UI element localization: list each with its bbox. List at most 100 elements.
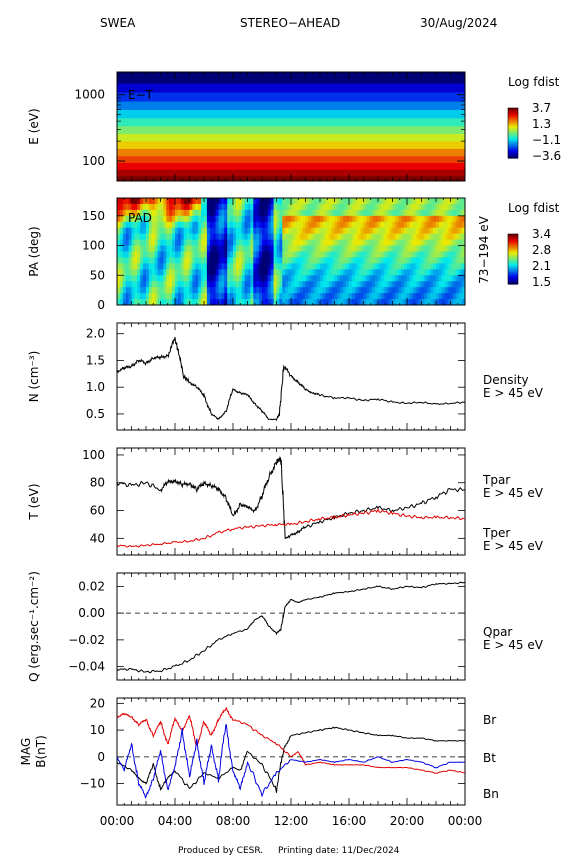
pad-cell bbox=[331, 257, 335, 264]
pad-cell bbox=[270, 251, 275, 258]
pad-cell bbox=[404, 293, 408, 300]
pad-cell bbox=[128, 215, 132, 223]
pad-cell bbox=[378, 221, 382, 229]
pad-cell bbox=[259, 215, 263, 223]
pad-cell bbox=[233, 251, 237, 258]
pad-cell bbox=[253, 239, 257, 247]
pad-cell bbox=[273, 275, 277, 282]
pad-cell bbox=[117, 209, 121, 217]
pad-cell bbox=[267, 299, 272, 306]
pad-cell bbox=[270, 233, 275, 241]
pad-cell bbox=[233, 198, 237, 205]
pad-cell bbox=[163, 287, 167, 294]
pad-cell bbox=[233, 215, 237, 223]
pad-cell bbox=[247, 257, 251, 264]
pad-cell bbox=[392, 275, 396, 282]
pad-cell bbox=[198, 269, 202, 276]
pad-cell bbox=[282, 299, 286, 306]
pad-cell bbox=[334, 245, 338, 252]
pad-cell bbox=[262, 221, 266, 229]
pad-cell bbox=[247, 263, 251, 270]
pitch-angle-colorbar-cell bbox=[508, 280, 518, 283]
pad-cell bbox=[314, 299, 318, 306]
pad-cell bbox=[183, 203, 188, 211]
pad-cell bbox=[227, 257, 231, 264]
pad-cell bbox=[314, 215, 318, 223]
pad-cell bbox=[163, 215, 167, 223]
pad-cell bbox=[250, 293, 254, 300]
pad-cell bbox=[436, 245, 440, 252]
pad-cell bbox=[317, 215, 321, 223]
pad-cell bbox=[169, 227, 173, 235]
pad-cell bbox=[264, 269, 269, 276]
pad-cell bbox=[395, 269, 399, 276]
pad-cell bbox=[441, 209, 446, 217]
pad-cell bbox=[415, 215, 420, 223]
pad-cell bbox=[264, 287, 269, 294]
pad-cell bbox=[256, 209, 260, 217]
pad-cell bbox=[314, 257, 318, 264]
pad-cell bbox=[198, 203, 202, 211]
pad-cell bbox=[299, 257, 304, 264]
pad-cell bbox=[209, 263, 214, 270]
pad-cell bbox=[447, 209, 451, 217]
pad-cell bbox=[427, 281, 431, 288]
pad-cell bbox=[415, 198, 420, 205]
pad-cell bbox=[172, 293, 176, 300]
pad-cell bbox=[409, 287, 414, 294]
pad-cell bbox=[163, 251, 167, 258]
pad-cell bbox=[209, 299, 214, 306]
pad-cell bbox=[267, 233, 272, 241]
pad-cell bbox=[125, 269, 130, 276]
pad-cell bbox=[169, 233, 173, 241]
pad-cell bbox=[337, 239, 341, 247]
pad-cell bbox=[175, 257, 179, 264]
pad-cell bbox=[293, 269, 298, 276]
pad-cell bbox=[201, 227, 205, 235]
pad-cell bbox=[140, 227, 144, 235]
pad-cell bbox=[325, 198, 330, 205]
pad-cell bbox=[218, 209, 222, 217]
pad-cell bbox=[282, 221, 286, 229]
pad-cell bbox=[279, 221, 283, 229]
pad-cell bbox=[273, 227, 277, 235]
pad-cell bbox=[270, 269, 275, 276]
pad-cell bbox=[189, 245, 193, 252]
instrument-label: SWEA bbox=[100, 16, 136, 30]
pad-cell bbox=[137, 239, 141, 247]
pad-cell bbox=[317, 257, 321, 264]
pad-cell bbox=[430, 245, 434, 252]
pad-cell bbox=[180, 257, 185, 264]
pad-cell bbox=[262, 299, 266, 306]
pad-cell bbox=[119, 299, 124, 306]
pad-cell bbox=[337, 221, 341, 229]
pad-cell bbox=[172, 227, 176, 235]
pad-cell bbox=[276, 215, 280, 223]
pad-cell bbox=[154, 281, 159, 288]
pad-cell bbox=[462, 221, 466, 229]
pad-cell bbox=[151, 245, 156, 252]
pad-cell bbox=[192, 269, 196, 276]
pad-cell bbox=[378, 227, 382, 235]
pad-cell bbox=[128, 209, 132, 217]
pad-cell bbox=[421, 275, 425, 282]
pad-cell bbox=[308, 251, 312, 258]
pad-cell bbox=[369, 198, 373, 205]
pad-cell bbox=[363, 233, 367, 241]
pad-cell bbox=[206, 203, 211, 211]
pad-cell bbox=[404, 245, 408, 252]
pad-cell bbox=[447, 227, 451, 235]
pad-cell bbox=[296, 209, 301, 217]
pad-cell bbox=[441, 251, 446, 258]
pad-cell bbox=[424, 209, 428, 217]
pad-cell bbox=[230, 281, 234, 288]
pad-cell bbox=[363, 209, 367, 217]
heat-flux-ytick-label: 0.00 bbox=[78, 606, 105, 620]
pad-cell bbox=[351, 209, 356, 217]
pad-cell bbox=[351, 257, 356, 264]
pad-cell bbox=[279, 275, 283, 282]
pad-cell bbox=[125, 209, 130, 217]
pad-cell bbox=[215, 287, 219, 294]
pad-cell bbox=[412, 233, 417, 241]
pad-cell bbox=[366, 281, 370, 288]
